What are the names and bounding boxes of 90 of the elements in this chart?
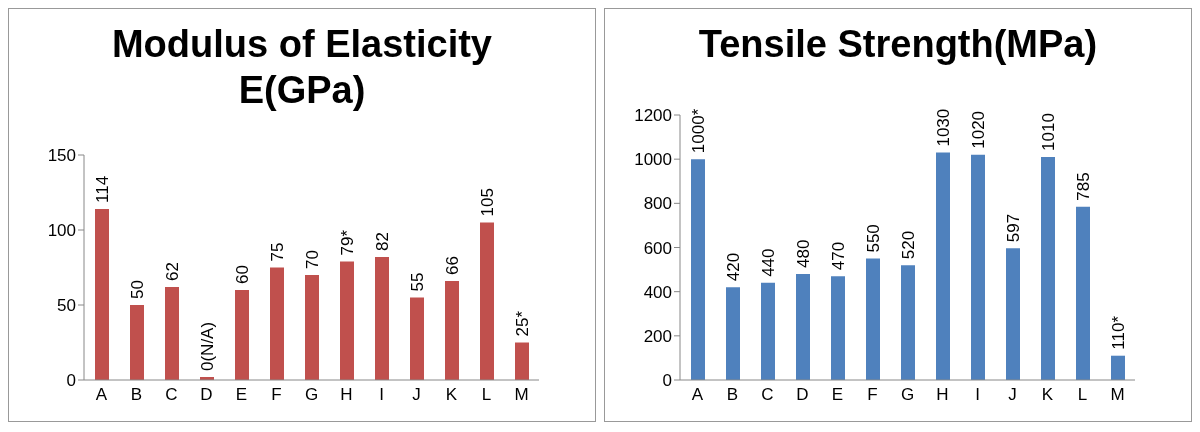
- x-tick-label: D: [200, 385, 213, 405]
- data-label: 25*: [513, 310, 532, 337]
- data-label: 114: [93, 175, 112, 203]
- data-label: 70: [303, 250, 322, 269]
- bar: [761, 282, 775, 380]
- data-label: 75: [268, 242, 287, 262]
- bar: [305, 275, 319, 380]
- x-tick-label: J: [412, 385, 421, 405]
- data-label: 1030: [934, 108, 953, 147]
- data-label: 440: [759, 248, 778, 277]
- data-label: 597: [1004, 213, 1023, 243]
- x-tick-label: H: [340, 385, 353, 405]
- data-label: 550: [864, 224, 883, 253]
- bar: [796, 274, 810, 380]
- data-label: 50: [128, 280, 147, 299]
- x-tick-label: F: [271, 385, 282, 405]
- data-label: 480: [794, 239, 813, 268]
- y-tick-label: 1200: [634, 106, 672, 126]
- bar: [340, 261, 354, 380]
- y-tick-label: 50: [57, 296, 76, 316]
- y-tick-label: 100: [47, 221, 76, 241]
- y-tick-label: 0: [662, 371, 672, 391]
- x-tick-label: K: [445, 385, 458, 405]
- data-label: 1010: [1039, 113, 1058, 151]
- y-tick-label: 600: [643, 238, 672, 258]
- bar: [691, 159, 705, 380]
- bar: [270, 267, 284, 380]
- x-tick-label: C: [165, 385, 178, 405]
- data-label: 110*: [1109, 315, 1128, 350]
- data-label: 470: [829, 241, 848, 271]
- chart-title: Modulus of Elasticity E(GPa): [110, 22, 493, 113]
- x-tick-label: E: [831, 385, 844, 405]
- y-tick-label: 1000: [634, 150, 672, 170]
- bar: [445, 281, 459, 380]
- data-label: 785: [1074, 172, 1093, 201]
- x-tick-label: F: [867, 385, 878, 405]
- x-tick-label: C: [761, 385, 774, 405]
- y-tick-label: 200: [643, 326, 672, 346]
- data-label: 1020: [969, 110, 988, 149]
- data-label: 105: [478, 188, 497, 217]
- bar: [95, 209, 109, 380]
- bar: [1111, 355, 1125, 380]
- data-label: 520: [899, 230, 918, 260]
- x-tick-label: A: [95, 385, 108, 405]
- bar: [1076, 206, 1090, 380]
- x-tick-label: A: [691, 385, 704, 405]
- y-tick-label: 800: [643, 194, 672, 214]
- bar: [1006, 248, 1020, 380]
- data-label: 79*: [338, 229, 357, 256]
- x-tick-label: H: [936, 385, 949, 405]
- x-tick-label: D: [796, 385, 809, 405]
- data-label: 55: [408, 272, 427, 292]
- y-tick-label: 150: [47, 146, 76, 166]
- bar: [480, 222, 494, 380]
- data-label: 420: [724, 252, 743, 282]
- x-tick-label: B: [130, 385, 143, 405]
- bar: [515, 342, 529, 380]
- data-label: 1000*: [689, 108, 708, 154]
- bar: [165, 287, 179, 380]
- x-tick-label: M: [514, 385, 529, 405]
- bar: [866, 258, 880, 380]
- bar: [235, 290, 249, 380]
- data-label: 82: [373, 232, 392, 251]
- chart-title: Tensile Strength(MPa): [697, 22, 1099, 67]
- bar: [410, 297, 424, 380]
- data-label: 62: [163, 262, 182, 281]
- data-label: 60: [233, 265, 252, 284]
- bar: [726, 287, 740, 380]
- x-tick-label: L: [481, 385, 492, 405]
- bar: [971, 154, 985, 380]
- bar: [375, 257, 389, 380]
- y-tick-label: 400: [643, 282, 672, 302]
- y-tick-label: 0: [66, 371, 76, 391]
- x-tick-label: K: [1041, 385, 1054, 405]
- x-tick-label: J: [1008, 385, 1017, 405]
- bar: [130, 305, 144, 380]
- x-tick-label: I: [975, 385, 980, 405]
- data-label: 0(N/A): [198, 321, 217, 371]
- x-tick-label: M: [1110, 385, 1125, 405]
- bar: [831, 276, 845, 380]
- x-tick-label: B: [726, 385, 739, 405]
- bar: [936, 152, 950, 380]
- x-tick-label: G: [304, 385, 319, 405]
- data-label: 66: [443, 256, 462, 275]
- bar: [1041, 156, 1055, 380]
- x-tick-label: L: [1077, 385, 1088, 405]
- x-tick-label: E: [235, 385, 248, 405]
- x-tick-label: G: [900, 385, 915, 405]
- bar: [901, 265, 915, 380]
- x-tick-label: I: [379, 385, 384, 405]
